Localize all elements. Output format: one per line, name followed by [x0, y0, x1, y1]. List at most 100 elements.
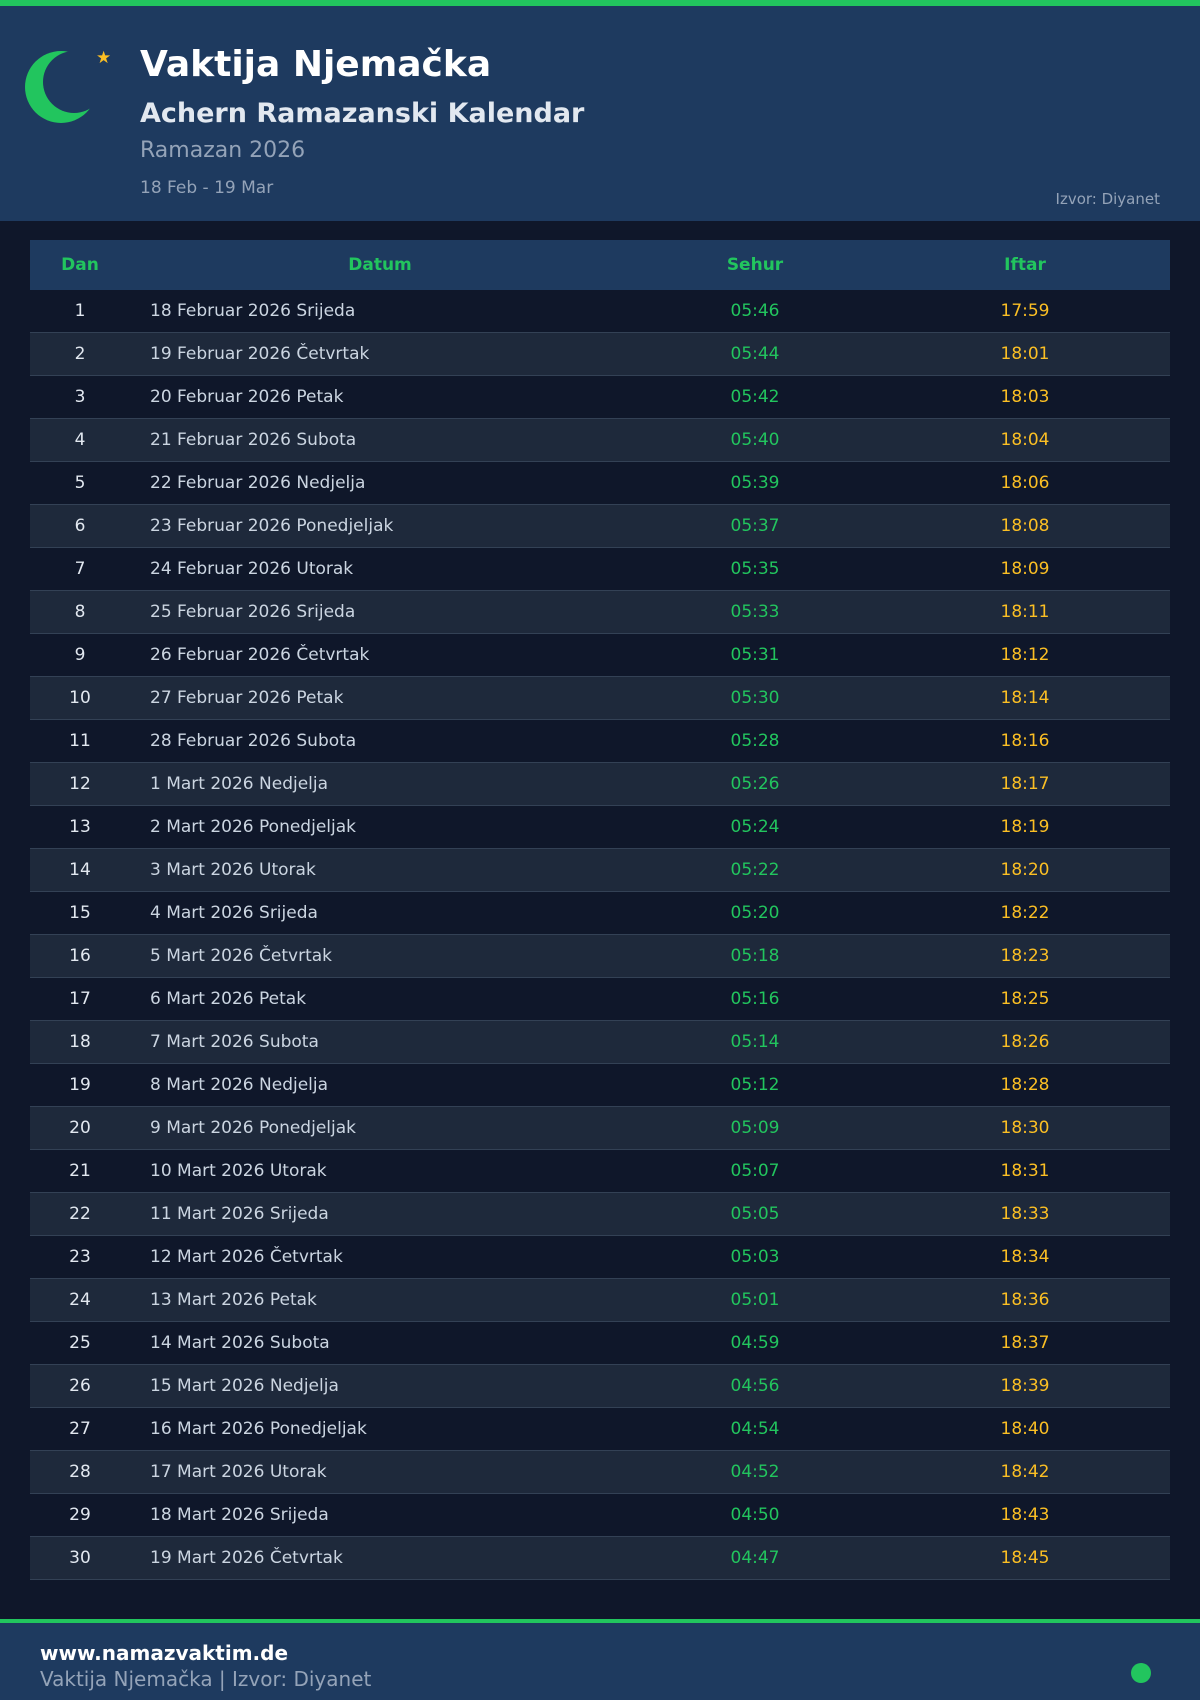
- day-cell: 23: [69, 1247, 91, 1267]
- day-cell: 30: [69, 1548, 91, 1568]
- table-row: 2 19 Februar 2026 Četvrtak 05:44 18:01: [30, 333, 1170, 376]
- table-row: 4 21 Februar 2026 Subota 05:40 18:04: [30, 419, 1170, 462]
- date-cell: 3 Mart 2026 Utorak: [150, 860, 316, 880]
- day-cell: 22: [69, 1204, 91, 1224]
- sehur-cell: 05:35: [730, 559, 780, 579]
- page-title: Vaktija Njemačka: [140, 44, 492, 85]
- column-header-datum: Datum: [348, 255, 412, 275]
- sehur-cell: 04:56: [730, 1376, 780, 1396]
- footer: www.namazvaktim.de Vaktija Njemačka | Iz…: [0, 1623, 1200, 1700]
- footer-accent-line: [0, 1619, 1200, 1623]
- table-row: 28 17 Mart 2026 Utorak 04:52 18:42: [30, 1451, 1170, 1494]
- sehur-cell: 05:37: [730, 516, 780, 536]
- day-cell: 28: [69, 1462, 91, 1482]
- day-cell: 7: [74, 559, 86, 579]
- sehur-cell: 05:09: [730, 1118, 780, 1138]
- iftar-cell: 18:30: [1000, 1118, 1050, 1138]
- table-row: 8 25 Februar 2026 Srijeda 05:33 18:11: [30, 591, 1170, 634]
- table-row: 5 22 Februar 2026 Nedjelja 05:39 18:06: [30, 462, 1170, 505]
- page-subtitle: Achern Ramazanski Kalendar: [140, 98, 585, 129]
- sehur-cell: 05:26: [730, 774, 780, 794]
- day-cell: 25: [69, 1333, 91, 1353]
- day-cell: 12: [69, 774, 91, 794]
- table-row: 22 11 Mart 2026 Srijeda 05:05 18:33: [30, 1193, 1170, 1236]
- iftar-cell: 18:36: [1000, 1290, 1050, 1310]
- sehur-cell: 05:28: [730, 731, 780, 751]
- table-row: 17 6 Mart 2026 Petak 05:16 18:25: [30, 978, 1170, 1021]
- iftar-cell: 18:45: [1000, 1548, 1050, 1568]
- day-cell: 21: [69, 1161, 91, 1181]
- day-cell: 17: [69, 989, 91, 1009]
- iftar-cell: 17:59: [1000, 301, 1050, 321]
- table-row: 12 1 Mart 2026 Nedjelja 05:26 18:17: [30, 763, 1170, 806]
- sehur-cell: 05:40: [730, 430, 780, 450]
- ramadan-table: Dan Datum Sehur Iftar 1 18 Februar 2026 S…: [30, 240, 1170, 1580]
- header: ★ Vaktija Njemačka Achern Ramazanski Kal…: [0, 6, 1200, 221]
- date-cell: 19 Mart 2026 Četvrtak: [150, 1548, 343, 1568]
- sehur-cell: 05:07: [730, 1161, 780, 1181]
- source-label: Izvor: Diyanet: [1055, 190, 1160, 208]
- iftar-cell: 18:06: [1000, 473, 1050, 493]
- sehur-cell: 05:05: [730, 1204, 780, 1224]
- sehur-cell: 05:33: [730, 602, 780, 622]
- table-row: 27 16 Mart 2026 Ponedjeljak 04:54 18:40: [30, 1408, 1170, 1451]
- iftar-cell: 18:43: [1000, 1505, 1050, 1525]
- sehur-cell: 05:44: [730, 344, 780, 364]
- day-cell: 6: [74, 516, 86, 536]
- sehur-cell: 05:31: [730, 645, 780, 665]
- day-cell: 24: [69, 1290, 91, 1310]
- status-dot-icon: [1131, 1663, 1151, 1683]
- sehur-cell: 04:50: [730, 1505, 780, 1525]
- iftar-cell: 18:12: [1000, 645, 1050, 665]
- date-cell: 22 Februar 2026 Nedjelja: [150, 473, 366, 493]
- day-cell: 15: [69, 903, 91, 923]
- date-cell: 19 Februar 2026 Četvrtak: [150, 344, 370, 364]
- table-row: 21 10 Mart 2026 Utorak 05:07 18:31: [30, 1150, 1170, 1193]
- date-cell: 21 Februar 2026 Subota: [150, 430, 357, 450]
- sehur-cell: 05:03: [730, 1247, 780, 1267]
- day-cell: 29: [69, 1505, 91, 1525]
- date-cell: 23 Februar 2026 Ponedjeljak: [150, 516, 394, 536]
- table-row: 20 9 Mart 2026 Ponedjeljak 05:09 18:30: [30, 1107, 1170, 1150]
- iftar-cell: 18:26: [1000, 1032, 1050, 1052]
- day-cell: 18: [69, 1032, 91, 1052]
- day-cell: 16: [69, 946, 91, 966]
- iftar-cell: 18:33: [1000, 1204, 1050, 1224]
- table-row: 18 7 Mart 2026 Subota 05:14 18:26: [30, 1021, 1170, 1064]
- date-cell: 10 Mart 2026 Utorak: [150, 1161, 327, 1181]
- sehur-cell: 05:30: [730, 688, 780, 708]
- date-cell: 24 Februar 2026 Utorak: [150, 559, 354, 579]
- sehur-cell: 05:12: [730, 1075, 780, 1095]
- sehur-cell: 04:59: [730, 1333, 780, 1353]
- day-cell: 5: [74, 473, 86, 493]
- date-cell: 12 Mart 2026 Četvrtak: [150, 1247, 343, 1267]
- star-icon: ★: [96, 48, 112, 68]
- column-header-iftar: Iftar: [1004, 255, 1046, 275]
- table-row: 24 13 Mart 2026 Petak 05:01 18:36: [30, 1279, 1170, 1322]
- date-range: 18 Feb - 19 Mar: [140, 178, 274, 198]
- day-cell: 2: [74, 344, 86, 364]
- day-cell: 1: [74, 301, 86, 321]
- date-cell: 26 Februar 2026 Četvrtak: [150, 645, 370, 665]
- day-cell: 8: [74, 602, 86, 622]
- iftar-cell: 18:23: [1000, 946, 1050, 966]
- iftar-cell: 18:11: [1000, 602, 1050, 622]
- date-cell: 25 Februar 2026 Srijeda: [150, 602, 356, 622]
- iftar-cell: 18:01: [1000, 344, 1050, 364]
- table-row: 13 2 Mart 2026 Ponedjeljak 05:24 18:19: [30, 806, 1170, 849]
- footer-site: www.namazvaktim.de: [40, 1641, 289, 1665]
- date-cell: 27 Februar 2026 Petak: [150, 688, 344, 708]
- date-cell: 20 Februar 2026 Petak: [150, 387, 344, 407]
- iftar-cell: 18:31: [1000, 1161, 1050, 1181]
- iftar-cell: 18:28: [1000, 1075, 1050, 1095]
- crescent-moon-icon: [25, 51, 97, 123]
- day-cell: 20: [69, 1118, 91, 1138]
- sehur-cell: 05:22: [730, 860, 780, 880]
- iftar-cell: 18:08: [1000, 516, 1050, 536]
- table-row: 11 28 Februar 2026 Subota 05:28 18:16: [30, 720, 1170, 763]
- day-cell: 19: [69, 1075, 91, 1095]
- table-row: 9 26 Februar 2026 Četvrtak 05:31 18:12: [30, 634, 1170, 677]
- table-row: 19 8 Mart 2026 Nedjelja 05:12 18:28: [30, 1064, 1170, 1107]
- day-cell: 10: [69, 688, 91, 708]
- sehur-cell: 04:52: [730, 1462, 780, 1482]
